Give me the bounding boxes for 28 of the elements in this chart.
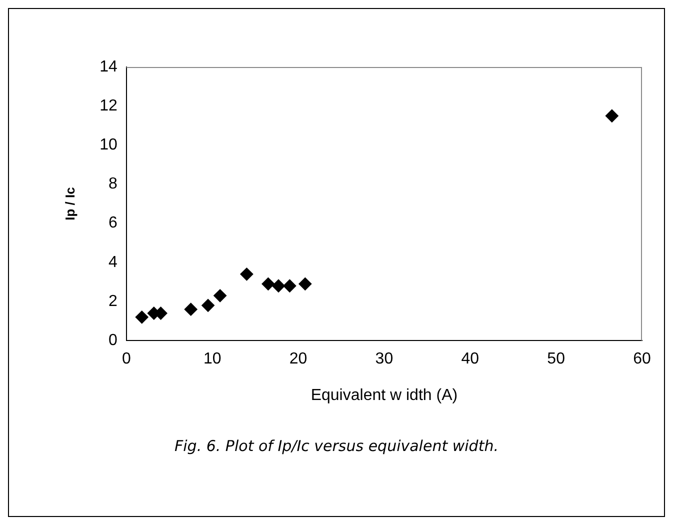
point bbox=[605, 109, 618, 122]
x-tick-label: 40 bbox=[461, 350, 480, 368]
y-axis-title: Ip / Ic bbox=[62, 187, 78, 220]
point bbox=[272, 279, 285, 292]
y-tick-label: 12 bbox=[100, 97, 118, 114]
x-axis-title: Equivalent w idth (A) bbox=[310, 386, 458, 404]
y-tick-label: 14 bbox=[100, 58, 118, 76]
x-tick-label: 20 bbox=[289, 350, 308, 368]
point bbox=[240, 268, 254, 281]
y-tick-label: 8 bbox=[108, 176, 118, 193]
y-tick-label: 2 bbox=[108, 292, 118, 310]
x-tick-label: 0 bbox=[122, 350, 131, 368]
x-tick-label: 60 bbox=[633, 350, 651, 368]
point bbox=[262, 277, 275, 290]
point bbox=[202, 298, 215, 312]
y-tick-label: 10 bbox=[100, 136, 118, 154]
point bbox=[214, 289, 227, 302]
y-tick-label: 6 bbox=[108, 214, 118, 232]
caption: Fig. 6. Plot of Ip/Ic versus equivalent width. bbox=[174, 437, 500, 455]
point bbox=[135, 310, 148, 324]
point bbox=[184, 302, 198, 316]
x-tick-label: 30 bbox=[375, 350, 394, 368]
x-tick-label: 50 bbox=[547, 350, 566, 368]
x-tick-label: 10 bbox=[203, 350, 222, 368]
point bbox=[283, 279, 296, 292]
y-tick-label: 4 bbox=[108, 254, 118, 271]
y-tick-label: 0 bbox=[108, 332, 118, 350]
point bbox=[298, 277, 312, 290]
